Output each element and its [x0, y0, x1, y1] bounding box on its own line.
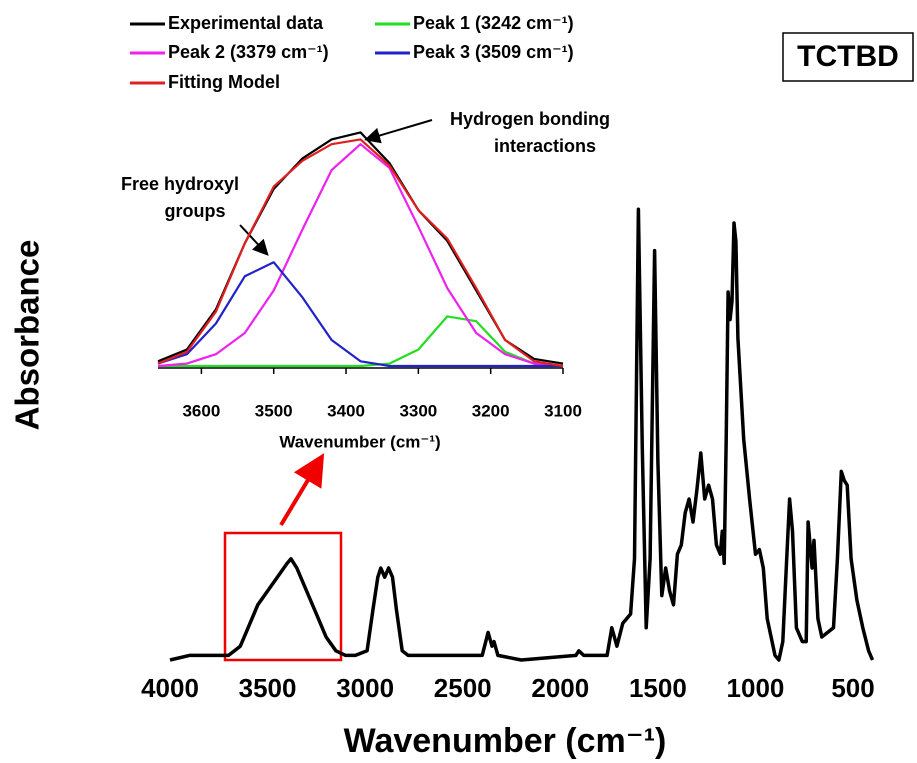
x-tick-label: 1000: [727, 673, 785, 703]
zoom-arrow: [279, 453, 325, 527]
annotation-arrow: [364, 119, 433, 144]
zoom-box: [223, 531, 343, 662]
annotation-arrow: [239, 224, 269, 256]
x-tick-label: 2500: [434, 673, 492, 703]
data-line: [157, 261, 563, 368]
x-tick-label: 3500: [255, 401, 293, 420]
data-line: [158, 315, 564, 368]
x-axis-title: Wavenumber (cm⁻¹): [344, 722, 667, 760]
legend-label: Peak 3 (3509 cm⁻¹): [413, 42, 574, 62]
x-tick-label: 2000: [531, 673, 589, 703]
x-tick-label: 500: [831, 673, 874, 703]
annotation: Hydrogen bonding: [450, 109, 610, 129]
data-line: [157, 143, 564, 368]
x-tick-label: 3300: [399, 401, 437, 420]
annotation: interactions: [494, 136, 596, 156]
legend-label: Peak 1 (3242 cm⁻¹): [413, 13, 574, 33]
x-tick-label: 1500: [629, 673, 687, 703]
legend-label: Peak 2 (3379 cm⁻¹): [168, 42, 329, 62]
data-line: [169, 207, 875, 662]
sample-box: [782, 32, 914, 82]
x-tick-label: 3500: [239, 673, 297, 703]
legend-label: Fitting Model: [168, 72, 280, 92]
annotation: Free hydroxyl: [121, 174, 239, 194]
x-tick-label: 3000: [336, 673, 394, 703]
legend-label: Experimental data: [168, 13, 324, 33]
sample-label: TCTBD: [797, 40, 899, 73]
x-tick-label: 3100: [544, 401, 582, 420]
x-tick-label: 3600: [182, 401, 220, 420]
x-tick-label: 4000: [141, 673, 199, 703]
data-line: [157, 138, 564, 368]
annotation: groups: [165, 201, 226, 221]
x-tick-label: 3200: [472, 401, 510, 420]
y-axis-title: Absorbance: [9, 240, 46, 431]
inset-x-axis-title: Wavenumber (cm⁻¹): [279, 432, 440, 451]
x-tick-label: 3400: [327, 401, 365, 420]
